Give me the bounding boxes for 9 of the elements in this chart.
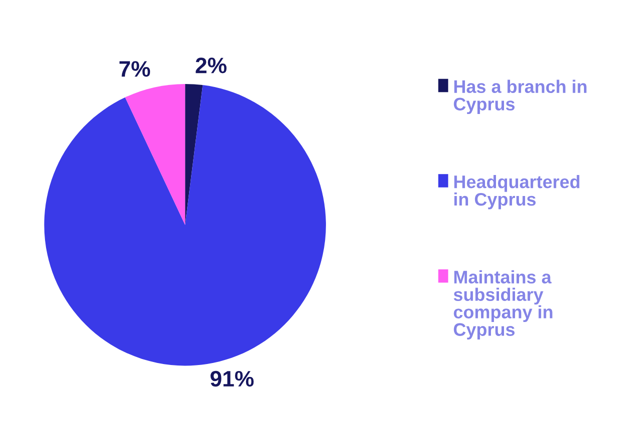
legend-label: Headquartered in Cyprus <box>454 174 580 210</box>
data-label: 91% <box>210 370 254 387</box>
legend-label: Maintains a subsidiary company in Cyprus <box>454 270 552 340</box>
pie-slice <box>185 84 203 225</box>
pie-slice <box>44 85 326 366</box>
data-label: 7% <box>120 61 150 77</box>
pie-slice <box>125 84 186 225</box>
data-label: 2% <box>196 58 227 74</box>
legend-label: Has a branch in Cyprus <box>454 80 586 114</box>
